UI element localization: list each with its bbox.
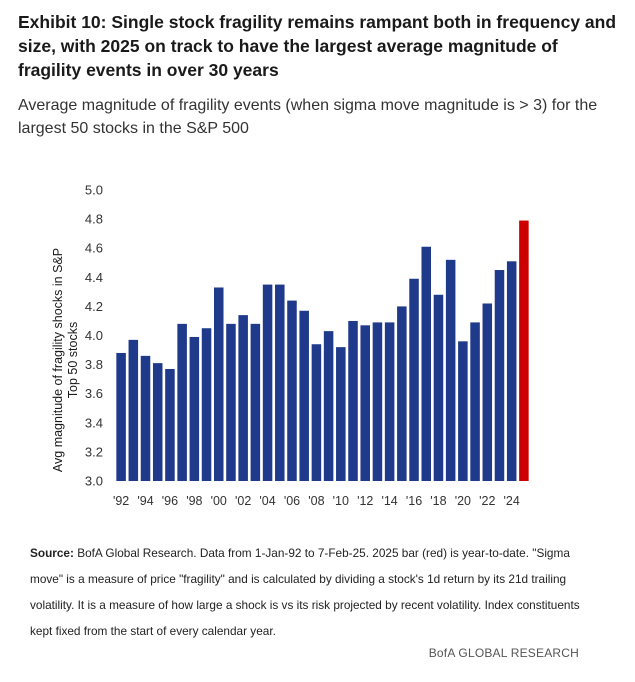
x-tick-label: '14: [381, 494, 397, 508]
x-tick-label: '06: [284, 494, 300, 508]
bar-1992: [116, 352, 126, 481]
y-tick-label: 3.2: [85, 444, 103, 459]
x-tick-label: '24: [504, 494, 520, 508]
x-tick-label: '18: [430, 494, 446, 508]
x-tick-label: '92: [113, 494, 129, 508]
x-tick-label: '12: [357, 494, 373, 508]
bar-1995: [152, 363, 163, 481]
bar-2011: [348, 320, 358, 481]
bar-2014: [384, 322, 395, 481]
y-tick-label: 4.4: [85, 270, 103, 285]
bar-2001: [226, 323, 236, 481]
y-axis-label: Avg magnitude of fragility shocks in S&P: [51, 248, 65, 472]
y-axis-ticks: 3.0 3.2 3.4 3.6 3.8 4.0 4.2 4.4 4.6 4.8 5.0: [85, 183, 103, 489]
bar-2021: [470, 322, 480, 481]
source-text: BofA Global Research. Data from 1-Jan-92…: [30, 546, 580, 638]
bar-2024: [506, 261, 517, 481]
bar-2018: [433, 294, 444, 481]
x-tick-label: '00: [211, 494, 227, 508]
bar-2002: [238, 315, 248, 481]
y-tick-label: 3.8: [85, 357, 103, 372]
y-tick-label: 3.4: [85, 415, 103, 430]
bar-2003: [250, 323, 261, 481]
brand-footer: BofA GLOBAL RESEARCH: [428, 646, 579, 660]
bar-2022: [482, 303, 493, 481]
bar-2008: [311, 344, 322, 481]
bar-2009: [323, 331, 334, 481]
x-tick-label: '96: [162, 494, 178, 508]
x-tick-label: '10: [333, 494, 349, 508]
x-axis-ticks: '92 '94 '96 '98 '00 '02 '04 '06 '08 '10 '12 '14 '16 '…: [113, 494, 520, 508]
y-tick-label: 4.6: [85, 241, 103, 256]
x-tick-label: '20: [455, 494, 471, 508]
bar-2020: [458, 341, 468, 481]
bar-2016: [409, 278, 419, 481]
y-tick-label: 4.2: [85, 299, 103, 314]
bar-1996: [165, 368, 175, 481]
bar-2023: [494, 270, 505, 481]
bar-2010: [336, 347, 346, 481]
bar-1998: [189, 336, 200, 481]
y-tick-label: 3.6: [85, 386, 103, 401]
bar-2025: [519, 220, 529, 481]
x-tick-label: '98: [186, 494, 202, 508]
bar-1999: [201, 328, 212, 481]
bar-1997: [177, 323, 187, 481]
bar-2000: [213, 287, 224, 481]
y-axis-label-secondary: Top 50 stocks: [66, 322, 80, 398]
y-tick-label: 4.0: [85, 328, 103, 343]
x-tick-label: '22: [479, 494, 495, 508]
y-tick-label: 3.0: [85, 474, 103, 489]
bar-chart: 3.0 3.2 3.4 3.6 3.8 4.0 4.2 4.4 4.6 4.8 5.0 '92 '94…: [51, 183, 529, 508]
bar-2013: [372, 322, 383, 481]
chart-title: Exhibit 10: Single stock fragility remai…: [18, 12, 617, 80]
bar-2017: [421, 246, 432, 481]
x-tick-label: '02: [235, 494, 251, 508]
bar-1994: [140, 355, 151, 481]
bar-2015: [397, 306, 407, 481]
bar-2004: [262, 284, 273, 481]
chart-subtitle: Average magnitude of fragility events (w…: [18, 97, 598, 137]
bar-2005: [275, 284, 285, 481]
bar-2007: [299, 310, 309, 481]
x-tick-label: '04: [259, 494, 275, 508]
y-tick-label: 4.8: [85, 212, 103, 227]
source-label: Source:: [30, 546, 74, 560]
bar-2006: [287, 300, 297, 481]
x-tick-label: '16: [406, 494, 422, 508]
source-note: Source: BofA Global Research. Data from …: [30, 540, 590, 644]
bars: [116, 220, 529, 481]
x-tick-label: '08: [308, 494, 324, 508]
bar-2012: [360, 325, 370, 481]
bar-2019: [445, 259, 456, 481]
bar-1993: [128, 339, 139, 481]
y-tick-label: 5.0: [85, 183, 103, 198]
x-tick-label: '94: [137, 494, 153, 508]
